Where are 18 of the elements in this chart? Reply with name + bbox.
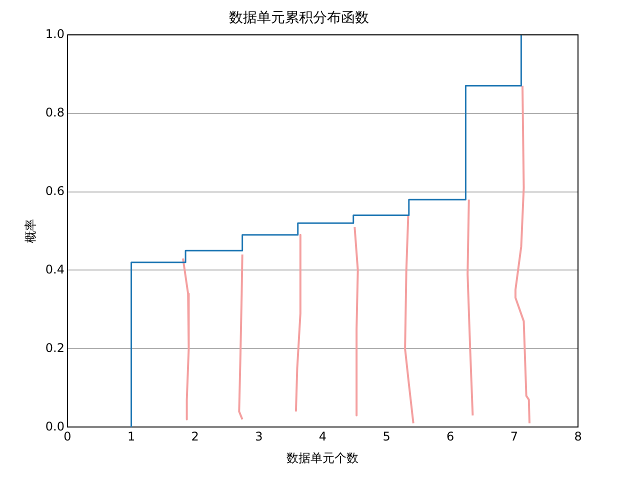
- x-tick-label: 6: [446, 430, 454, 444]
- y-axis-title: 概率: [23, 219, 38, 243]
- x-tick-label: 4: [318, 430, 327, 444]
- y-tick-label: 0.8: [45, 105, 64, 120]
- x-tick-label: 0: [64, 430, 72, 444]
- y-tick-label: 1.0: [45, 26, 64, 41]
- y-tick-label: 0.2: [45, 340, 64, 355]
- x-tick-label: 3: [255, 430, 263, 444]
- x-tick-label: 2: [191, 430, 199, 444]
- x-axis-title: 数据单元个数: [286, 450, 359, 465]
- x-tick-label: 7: [510, 430, 518, 444]
- chart-title: 数据单元累积分布函数: [229, 10, 369, 26]
- y-tick-label: 0.0: [45, 419, 64, 434]
- x-tick-label: 8: [574, 430, 582, 444]
- y-tick-label: 0.4: [45, 262, 64, 276]
- x-tick-label: 1: [127, 430, 136, 444]
- y-tick-label: 0.6: [45, 184, 64, 198]
- x-tick-label: 5: [382, 430, 390, 444]
